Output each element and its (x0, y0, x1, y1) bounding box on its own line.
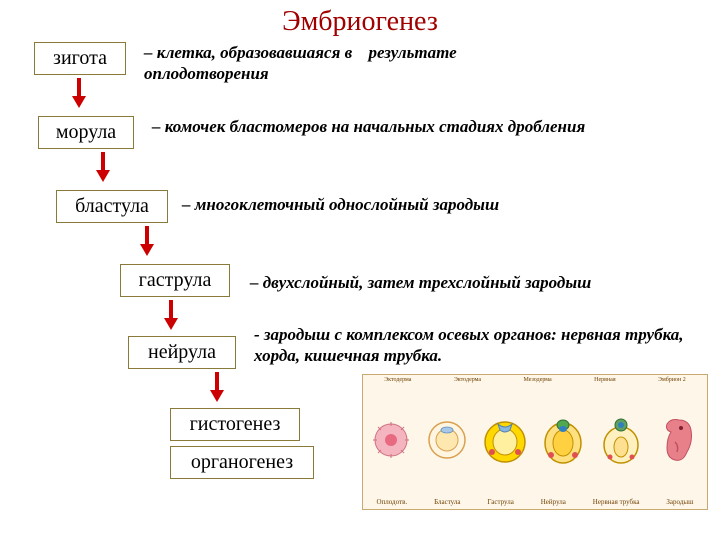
stage-desc-gastrula: – двухслойный, затем трехслойный зародыш (250, 272, 700, 293)
bot-label-1: Оплодотв. (376, 498, 407, 506)
stage-box-blastula: бластула (56, 190, 168, 223)
bot-label-5: Нервная трубка (593, 498, 640, 506)
desc-part-1: – клетка, образовавшаяся в (144, 43, 352, 62)
illus-top-labels: Эктодерма Эктодерма Мезодерма Нервная Эм… (363, 375, 707, 383)
desc-part-2: результате (368, 43, 456, 62)
stage-box-organogenez: органогенез (170, 446, 314, 479)
stage-box-neirula: нейрула (128, 336, 236, 369)
illus-egg-icon (369, 418, 413, 462)
arrow-1 (72, 78, 86, 108)
arrow-3 (140, 226, 154, 256)
stage-desc-neirula: - зародыш с комплексом осевых органов: н… (254, 324, 694, 367)
illus-embryo-icon (657, 414, 701, 466)
bot-label-4: Нейрула (541, 498, 566, 506)
stage-box-gastrula: гаструла (120, 264, 230, 297)
illus-blastula-icon (425, 418, 469, 462)
illus-neuraltube-icon (598, 415, 644, 465)
arrow-2 (96, 152, 110, 182)
stage-desc-zigota: – клетка, образовавшаяся в результате оп… (144, 42, 684, 85)
illus-neirula-icon (540, 415, 586, 465)
bot-label-2: Бластула (434, 498, 460, 506)
illus-bottom-labels: Оплодотв. Бластула Гаструла Нейрула Нерв… (363, 497, 707, 509)
illus-gastrula-icon (482, 416, 528, 464)
illus-images-row (363, 383, 707, 497)
stage-desc-blastula: – многоклеточный однослойный зародыш (182, 194, 682, 215)
arrow-5 (210, 372, 224, 402)
bot-label-6: Зародыш (666, 498, 693, 506)
page-title: Эмбриогенез (0, 6, 720, 38)
illustration-panel: Эктодерма Эктодерма Мезодерма Нервная Эм… (362, 374, 708, 510)
stage-box-morula: морула (38, 116, 134, 149)
bot-label-3: Гаструла (487, 498, 513, 506)
stage-box-gistogenez: гистогенез (170, 408, 300, 441)
arrow-4 (164, 300, 178, 330)
desc-part-3: оплодотворения (144, 64, 269, 83)
stage-box-zigota: зигота (34, 42, 126, 75)
stage-desc-morula: – комочек бластомеров на начальных стади… (152, 116, 682, 137)
